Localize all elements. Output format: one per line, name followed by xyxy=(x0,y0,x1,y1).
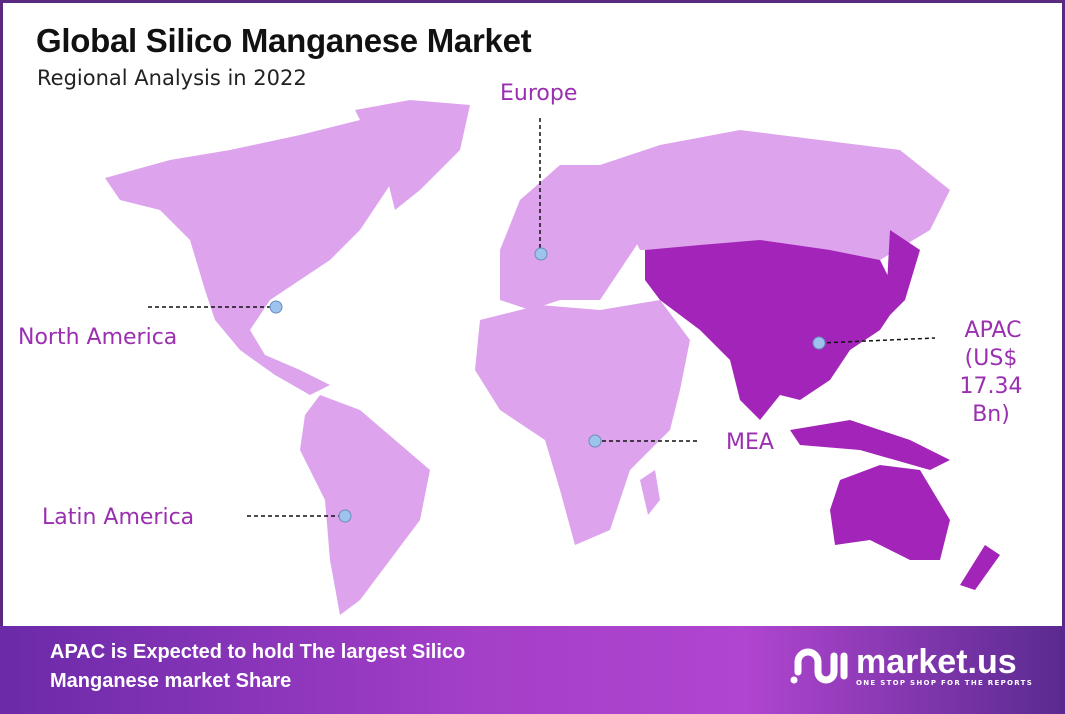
label-mea: MEA xyxy=(726,430,774,455)
region-mea xyxy=(475,300,690,545)
market-us-logo: market.us ONE STOP SHOP FOR THE REPORTS xyxy=(790,642,1033,690)
footer-text-line-1: APAC is Expected to hold The largest Sil… xyxy=(50,641,466,663)
marker-latin-america xyxy=(338,509,352,523)
region-apac xyxy=(645,230,1000,590)
region-greenland xyxy=(355,100,470,210)
marker-europe xyxy=(534,247,548,261)
region-latin-america xyxy=(300,395,430,615)
footer-text-line-2: Manganese market Share xyxy=(50,670,292,692)
leader-line-apac xyxy=(819,337,936,344)
page-title: Global Silico Manganese Market xyxy=(36,22,532,59)
region-madagascar xyxy=(640,470,660,515)
region-north-america xyxy=(105,115,440,395)
marker-apac xyxy=(812,336,826,350)
logo-wordmark: market.us xyxy=(856,643,1017,681)
label-latin-america: Latin America xyxy=(42,505,195,530)
marker-north-america xyxy=(269,300,283,314)
page-subtitle: Regional Analysis in 2022 xyxy=(37,66,307,90)
label-europe: Europe xyxy=(500,81,578,106)
world-map xyxy=(105,100,1000,615)
marker-mea xyxy=(588,434,602,448)
logo-mark-icon xyxy=(790,648,848,684)
region-europe xyxy=(500,165,640,310)
region-russia xyxy=(600,130,950,260)
label-apac: APAC (US$ 17.34 Bn) xyxy=(938,317,1048,429)
footer-text: APAC is Expected to hold The largest Sil… xyxy=(50,638,465,696)
footer-banner: APAC is Expected to hold The largest Sil… xyxy=(0,626,1065,714)
label-apac-value: (US$ 17.34 Bn) xyxy=(959,346,1023,427)
label-north-america: North America xyxy=(18,325,178,350)
label-apac-name: APAC xyxy=(964,318,1022,343)
logo-tagline: ONE STOP SHOP FOR THE REPORTS xyxy=(856,679,1034,687)
